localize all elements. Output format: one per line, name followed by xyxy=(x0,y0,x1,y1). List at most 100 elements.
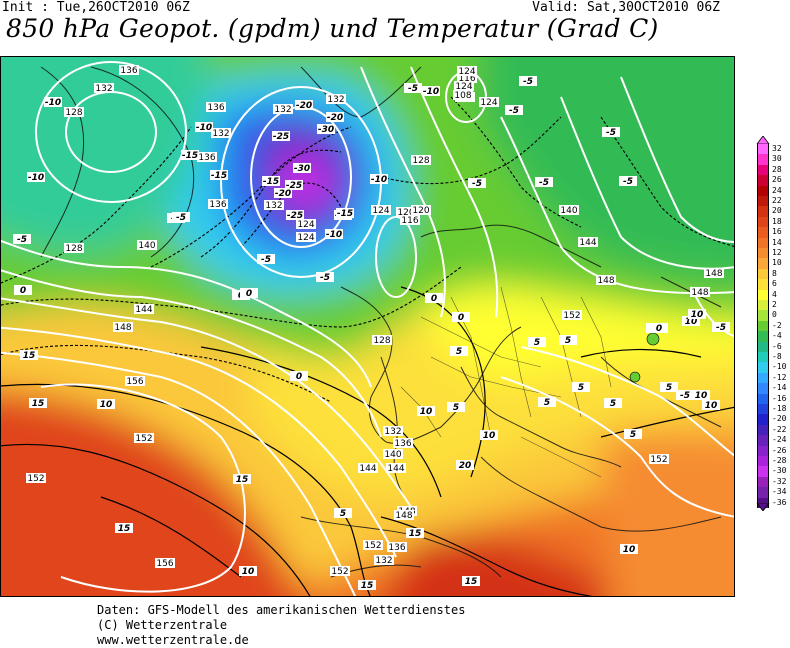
temperature-label-box xyxy=(462,576,480,586)
temperature-label-box xyxy=(602,127,620,137)
temperature-label: -5 xyxy=(523,77,533,87)
temperature-label: 10 xyxy=(685,317,698,327)
temperature-label-box xyxy=(97,399,115,409)
geopotential-label: 128 xyxy=(65,244,82,254)
geopotential-label: 132 xyxy=(95,84,112,94)
temperature-label: -15 xyxy=(182,151,198,161)
legend-label: -28 xyxy=(772,456,787,465)
weather-map: 1361321281361321361401281241201161121081… xyxy=(0,56,735,597)
geopotential-label: 132 xyxy=(265,201,282,211)
legend-swatch xyxy=(757,414,769,426)
temperature-label: -10 xyxy=(326,230,342,240)
legend-label: -10 xyxy=(772,362,787,372)
legend-swatch xyxy=(757,320,769,332)
geopotential-label-box xyxy=(704,268,724,278)
legend-label: 10 xyxy=(772,258,782,268)
geopotential-labels: 1361321281361321361401281241201161121081… xyxy=(26,65,724,577)
legend-swatch xyxy=(757,352,769,363)
temperature-label-box xyxy=(604,398,622,408)
geopotential-label-box xyxy=(411,205,431,215)
legend-swatch xyxy=(757,216,769,228)
geopotential-label: 156 xyxy=(156,559,173,569)
legend-swatch xyxy=(757,289,769,301)
geopotential-label-box xyxy=(330,566,350,576)
geopotential-label-box xyxy=(296,219,316,229)
temperature-label: -15 xyxy=(263,177,279,187)
legend-swatch xyxy=(757,300,769,311)
geopotential-label-box xyxy=(326,94,346,104)
temperature-label-box xyxy=(29,398,47,408)
geopotential-label-box xyxy=(64,243,84,253)
temperature-label: 0 xyxy=(20,286,26,296)
geopotential-label-box xyxy=(479,97,499,107)
geopotential-label-box xyxy=(393,438,413,448)
init-time: Init : Tue,26OCT2010 06Z xyxy=(2,0,190,15)
legend-swatch xyxy=(757,404,769,415)
geopotential-label: 124 xyxy=(480,98,497,108)
temperature-labels: -10-10-5-10-15-15-15-20-20-25-30-30-25-2… xyxy=(13,76,730,591)
geopotential-label: 148 xyxy=(395,511,412,521)
temperature-label-box xyxy=(172,212,190,222)
temperature-label-box xyxy=(406,528,424,538)
legend-label: 14 xyxy=(772,237,782,247)
temperature-label: 10 xyxy=(483,431,496,441)
temperature-label: -5 xyxy=(509,106,519,116)
temperature-label: -5 xyxy=(623,177,633,187)
temperature-label: -10 xyxy=(45,98,61,108)
geopotential-label-box xyxy=(119,65,139,75)
temperature-label-box xyxy=(660,382,678,392)
legend-swatch xyxy=(757,372,769,384)
geopotential-label: 120 xyxy=(412,206,429,216)
geopotential-label: 124 xyxy=(455,82,472,92)
legend-swatch xyxy=(757,476,769,488)
geopotential-label: 124 xyxy=(297,233,314,243)
temperature-label-box xyxy=(290,371,308,381)
temperature-label: 5 xyxy=(534,338,540,348)
temperature-label-box xyxy=(676,390,694,400)
temperature-label-box xyxy=(447,402,465,412)
temperature-label-box xyxy=(257,254,275,264)
temperature-label-box xyxy=(181,150,199,160)
temperature-label: 10 xyxy=(691,310,704,320)
legend-label: -2 xyxy=(772,320,782,330)
temperature-label: 10 xyxy=(242,567,255,577)
geopotential-label-box xyxy=(125,376,145,386)
geopotential-label-box xyxy=(649,454,669,464)
country-borders xyxy=(400,286,612,478)
geopotential-label-box xyxy=(94,83,114,93)
temperature-label: -5 xyxy=(261,255,271,265)
legend-swatch xyxy=(757,487,769,499)
geopotential-label: 124 xyxy=(372,206,389,216)
temperature-label: 5 xyxy=(565,336,571,346)
temperature-label: -5 xyxy=(176,213,186,223)
temperature-label: 0 xyxy=(431,294,437,304)
temperature-label-box xyxy=(619,176,637,186)
geopotential-label: 144 xyxy=(579,238,596,248)
geopotential-label: 124 xyxy=(297,220,314,230)
temperature-label-box xyxy=(13,234,31,244)
valid-time: Valid: Sat,30OCT2010 06Z xyxy=(532,0,720,15)
legend-label: 0 xyxy=(772,310,777,320)
temperature-label: 10 xyxy=(695,391,708,401)
temperature-label-box xyxy=(239,566,257,576)
legend-label: 20 xyxy=(772,206,782,216)
legend-label: 18 xyxy=(772,216,782,226)
geopotential-label: 152 xyxy=(135,434,152,444)
temperature-label: -20 xyxy=(275,189,291,199)
green-blob xyxy=(629,371,641,383)
temperature-label-box xyxy=(44,97,62,107)
temperature-label: 0 xyxy=(656,324,662,334)
legend-label: -34 xyxy=(772,487,787,497)
geopotential-label-box xyxy=(273,104,293,114)
geopotential-label: 132 xyxy=(384,427,401,437)
temperature-label-box xyxy=(404,83,422,93)
temperature-label: 5 xyxy=(578,383,584,393)
temperature-label-box xyxy=(272,131,290,141)
temperature-label-box xyxy=(538,397,556,407)
temperature-label-box xyxy=(274,188,292,198)
legend-swatch xyxy=(757,185,769,197)
legend-swatch xyxy=(757,206,769,218)
temperature-label: 15 xyxy=(361,581,374,591)
geopotential-label: 152 xyxy=(27,474,44,484)
legend-swatch xyxy=(757,196,769,207)
